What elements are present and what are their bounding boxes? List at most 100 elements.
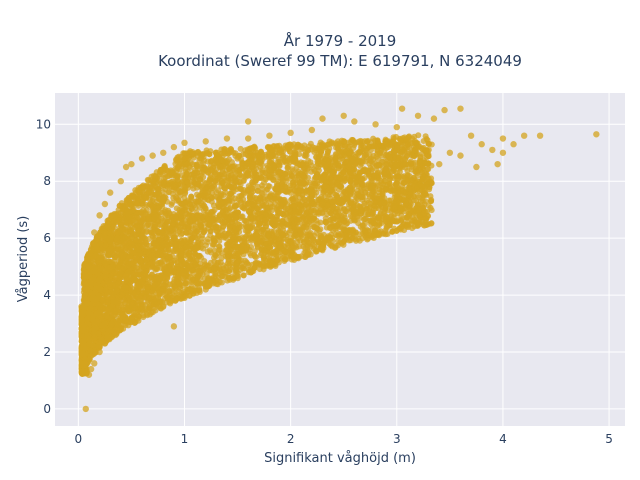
x-tick-label: 1 [181, 432, 189, 446]
data-point [351, 175, 358, 182]
data-point [160, 149, 167, 156]
data-point [340, 195, 347, 202]
y-tick-label: 10 [36, 117, 51, 131]
data-point [467, 132, 475, 139]
data-point [457, 105, 464, 112]
data-point [117, 252, 125, 259]
data-point [340, 206, 347, 213]
data-point [372, 172, 379, 179]
data-point [340, 138, 347, 145]
data-point [382, 186, 390, 193]
data-point [138, 217, 146, 225]
data-point [87, 246, 95, 253]
data-point [308, 126, 316, 134]
data-point [266, 149, 273, 156]
chart-title-line-1: År 1979 - 2019 [284, 31, 397, 50]
data-point [499, 135, 507, 142]
data-point [91, 360, 98, 367]
data-point [234, 263, 241, 270]
data-point [494, 160, 501, 168]
data-point [287, 234, 294, 242]
data-point [276, 146, 284, 154]
data-point [85, 263, 93, 270]
data-point [160, 240, 167, 248]
data-point [181, 139, 188, 147]
data-point [287, 189, 294, 196]
data-point [351, 118, 358, 125]
data-point [202, 286, 209, 293]
data-point [83, 286, 91, 293]
data-point [122, 163, 130, 171]
data-point [499, 149, 507, 156]
data-point [393, 183, 400, 191]
data-point [213, 223, 220, 230]
data-point [298, 143, 305, 151]
data-point [81, 360, 88, 367]
data-point [181, 294, 188, 302]
data-point [181, 220, 188, 228]
data-point [255, 152, 262, 159]
data-point [319, 115, 326, 122]
data-point [112, 331, 119, 339]
data-point [213, 280, 220, 287]
data-point [255, 215, 262, 222]
data-point [181, 175, 188, 182]
data-point [593, 131, 600, 138]
data-point [244, 135, 252, 142]
y-axis-label: Vågperiod (s) [16, 216, 31, 303]
data-point [308, 220, 316, 228]
data-point [287, 129, 294, 137]
data-points [78, 105, 600, 413]
data-point [202, 212, 209, 219]
data-point [436, 160, 443, 168]
data-point [319, 200, 326, 208]
data-point [149, 152, 156, 159]
data-point [340, 112, 347, 119]
data-point [478, 141, 485, 148]
data-point [308, 183, 316, 191]
y-tick-label: 2 [43, 345, 51, 359]
data-point [244, 118, 252, 125]
data-point [170, 234, 178, 242]
data-point [138, 263, 146, 270]
data-point [117, 178, 125, 185]
data-point [101, 200, 109, 208]
data-point [520, 132, 528, 139]
x-tick-label: 0 [75, 432, 83, 446]
data-point [106, 280, 114, 287]
data-point [266, 243, 273, 250]
data-point [138, 155, 146, 162]
data-point [128, 277, 135, 285]
data-point [425, 146, 432, 154]
data-point [128, 160, 135, 168]
data-point [276, 209, 284, 216]
data-point [430, 115, 438, 122]
data-point [266, 195, 273, 202]
data-point [191, 229, 199, 236]
data-point [361, 189, 369, 196]
data-point [372, 192, 379, 199]
data-point [213, 160, 220, 168]
data-point [489, 146, 496, 154]
data-point [223, 135, 231, 142]
data-point [106, 189, 114, 196]
data-point [287, 143, 294, 151]
data-point [128, 234, 135, 242]
data-point [117, 326, 125, 333]
data-point [138, 306, 146, 313]
x-tick-label: 4 [499, 432, 507, 446]
data-point [473, 163, 480, 171]
data-point [87, 365, 95, 373]
data-point [329, 178, 337, 185]
x-tick-label: 5 [605, 432, 613, 446]
data-point [404, 143, 411, 151]
data-point [223, 206, 231, 213]
data-point [101, 340, 109, 347]
data-point [91, 326, 98, 333]
y-tick-label: 6 [43, 231, 51, 245]
data-point [170, 323, 178, 330]
y-tick-label: 8 [43, 174, 51, 188]
data-point [202, 138, 209, 145]
data-point [106, 334, 114, 341]
